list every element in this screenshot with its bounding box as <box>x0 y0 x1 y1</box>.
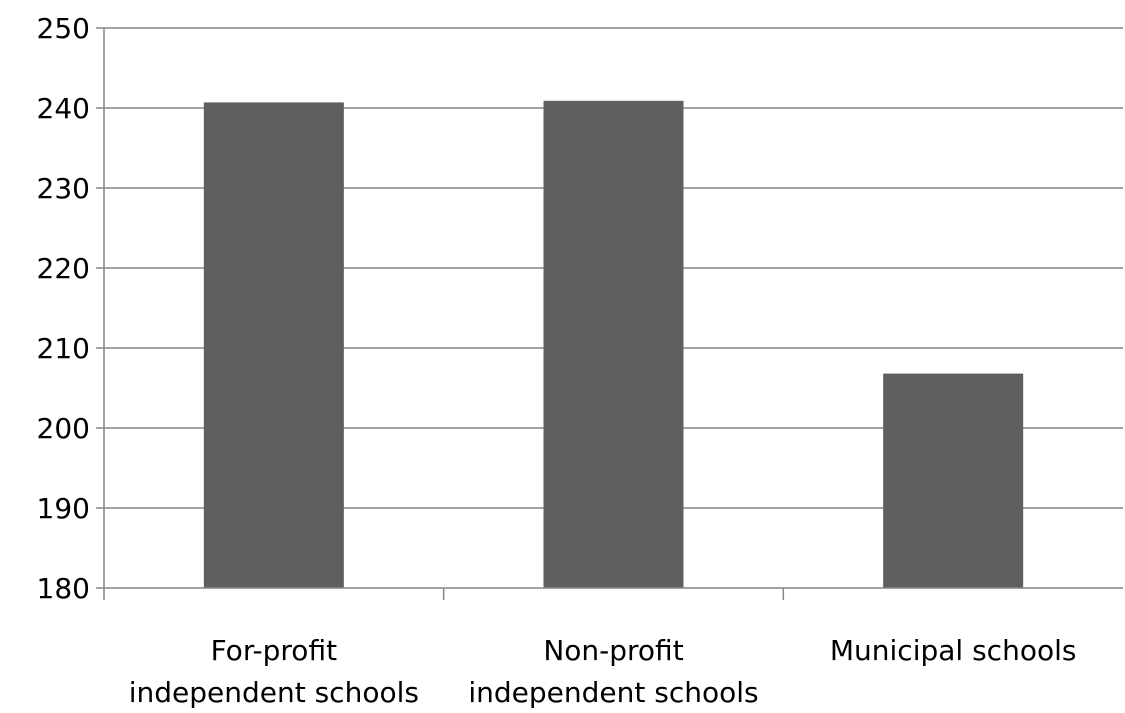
y-tick-labels: 180 190 200 210 220 230 240 250 <box>37 12 90 605</box>
bar-2 <box>883 373 1024 588</box>
x-category-label-line: Municipal schools <box>830 634 1077 667</box>
x-category-label-line: Non-profit <box>543 634 683 667</box>
x-category-label-line: independent schools <box>468 676 758 709</box>
y-tick-label: 210 <box>37 332 90 365</box>
x-category-label-line: For-profit <box>211 634 338 667</box>
bar-1 <box>543 100 684 589</box>
y-tick-label: 220 <box>37 252 90 285</box>
y-tick-label: 190 <box>37 492 90 525</box>
x-category-label: Non-profit independent schools <box>468 634 758 709</box>
bar-0 <box>203 102 344 589</box>
x-category-label: For-profit independent schools <box>129 634 419 709</box>
bars <box>203 100 1024 589</box>
y-tick-label: 240 <box>37 92 90 125</box>
y-tick-label: 200 <box>37 412 90 445</box>
x-category-label: Municipal schools <box>830 634 1077 667</box>
x-category-labels: For-profit independent schools Non-profit i… <box>129 634 1077 709</box>
y-tick-label: 250 <box>37 12 90 45</box>
x-category-label-line: independent schools <box>129 676 419 709</box>
axes <box>96 27 1123 600</box>
y-tick-label: 230 <box>37 172 90 205</box>
y-tick-label: 180 <box>37 572 90 605</box>
